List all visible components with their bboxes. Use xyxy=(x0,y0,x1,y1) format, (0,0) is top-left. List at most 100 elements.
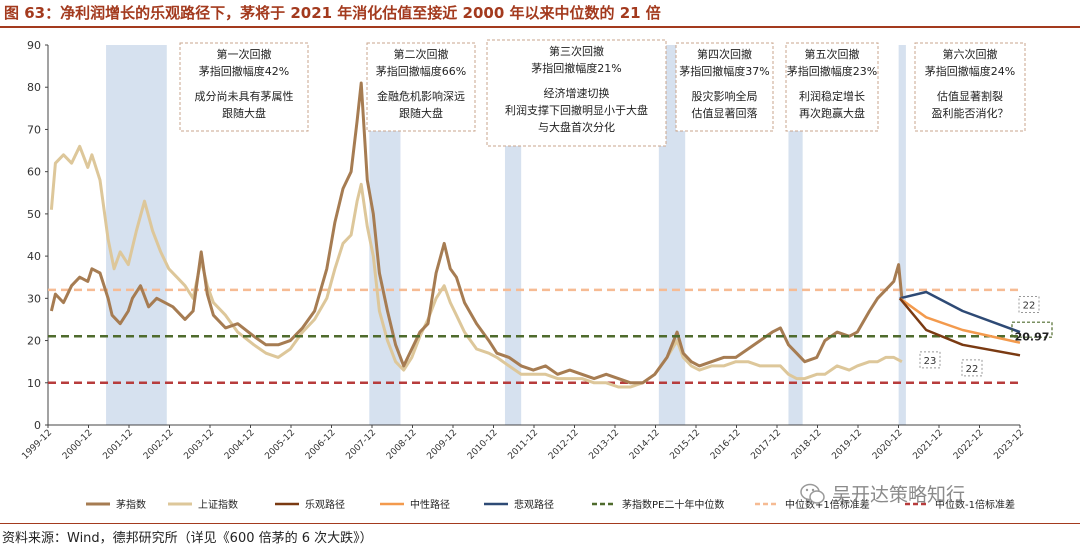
annotation-text: 茅指回撤幅度21% xyxy=(531,61,621,75)
y-tick-label: 60 xyxy=(27,166,41,179)
annotation-text: 经济增速切换 xyxy=(544,86,610,100)
optimistic-path-line xyxy=(898,297,1021,357)
x-tick-label: 2002-12 xyxy=(142,428,176,462)
annotation-text: 成分尚未具有茅属性 xyxy=(195,89,294,103)
y-tick-label: 80 xyxy=(27,81,41,94)
annotation-text: 股灾影响全局 xyxy=(692,89,758,103)
x-tick-label: 2003-12 xyxy=(182,428,216,462)
median-value-box xyxy=(1011,321,1053,338)
pe-chart: 0 10 20 30 40 50 60 70 80 90 1999-12 2000-12 2001-12… xyxy=(20,39,1053,511)
annotation-text: 茅指回撤幅度37% xyxy=(679,64,769,78)
pessimistic-end-label-box xyxy=(1018,296,1040,314)
annotation-text: 第一次回撤 xyxy=(217,47,272,61)
neutral-path-line xyxy=(899,297,1021,344)
legend-label-3: 乐观路径 xyxy=(305,498,345,511)
annotation-text: 估值显著回落 xyxy=(692,106,758,120)
x-tick-label: 2005-12 xyxy=(263,428,297,462)
optimistic-2021-label-box xyxy=(919,351,941,369)
annotation-text: 茅指回撤幅度66% xyxy=(376,64,466,78)
watermark-text: 吴开达策略知行 xyxy=(832,484,966,506)
x-tick-label: 2019-12 xyxy=(830,428,864,462)
x-tick-label: 2009-12 xyxy=(425,428,459,462)
watermark: 吴开达策略知行 xyxy=(800,480,965,507)
y-tick-label: 70 xyxy=(27,123,41,136)
annotation-box-1 xyxy=(179,42,309,132)
neutral-end-label: 22 xyxy=(966,364,979,375)
annotation-text: 估值显著割裂 xyxy=(937,89,1003,103)
y-tick-label: 0 xyxy=(34,419,41,432)
annotation-text: 盈利能否消化？ xyxy=(932,106,1009,120)
x-tick-label: 2021-12 xyxy=(911,428,945,462)
annotation-box-6 xyxy=(914,42,1026,132)
annotation-text: 跟随大盘 xyxy=(399,106,443,120)
annotation-text: 茅指回撤幅度42% xyxy=(199,64,289,78)
legend-label-5: 悲观路径 xyxy=(514,498,554,511)
neutral-end-label-box xyxy=(961,359,983,377)
shanghai-index-line xyxy=(49,144,903,389)
x-tick-label: 2007-12 xyxy=(344,428,378,462)
x-tick-label: 2023-12 xyxy=(992,428,1026,462)
annotation-text: 利润稳定增长 xyxy=(799,89,865,103)
source-note: 资料来源：Wind，德邦研究所（详见《600 倍茅的 6 次大跌》） xyxy=(2,531,373,546)
y-tick-label: 10 xyxy=(27,377,41,390)
legend-label-7: 中位数+1倍标准差 xyxy=(785,498,870,511)
chart-legend: 茅指数 上证指数 乐观路径 中性路径 悲观路径 茅指数PE二十年中位数 中位数+1倍标准差 中… xyxy=(86,498,1015,511)
legend-label-6: 茅指数PE二十年中位数 xyxy=(622,498,724,511)
annotation-box-4 xyxy=(675,42,774,132)
legend-label-8: 中位数-1倍标准差 xyxy=(935,498,1015,511)
x-tick-label: 2004-12 xyxy=(223,428,257,462)
annotation-text: 第五次回撤 xyxy=(805,47,860,61)
mao-index-line xyxy=(49,81,904,385)
x-tick-label: 1999-12 xyxy=(20,428,54,462)
legend-label-2: 上证指数 xyxy=(198,498,238,511)
annotation-text: 第四次回撤 xyxy=(697,47,752,61)
x-tick-label: 2008-12 xyxy=(385,428,419,462)
annotation-box-5 xyxy=(785,42,879,132)
annotation-text: 再次跑赢大盘 xyxy=(799,106,865,120)
x-tick-label: 2020-12 xyxy=(871,428,905,462)
y-tick-label: 50 xyxy=(27,208,41,221)
series-lines xyxy=(48,81,1021,389)
y-tick-label: 30 xyxy=(27,292,41,305)
annotation-text: 第二次回撤 xyxy=(394,47,449,61)
annotation-text: 第六次回撤 xyxy=(943,47,998,61)
legend-label-1: 茅指数 xyxy=(116,498,146,511)
pessimistic-end-label: 22 xyxy=(1023,301,1036,312)
page-title: 图 63：净利润增长的乐观路径下，茅将于 2021 年消化估值至接近 2000 … xyxy=(4,4,661,22)
optimistic-2021-label: 23 xyxy=(924,356,937,367)
x-tick-label: 2006-12 xyxy=(304,428,338,462)
x-tick-label: 2011-12 xyxy=(506,428,540,462)
annotation-text: 金融危机影响深远 xyxy=(377,89,465,103)
annotation-box-2 xyxy=(366,42,476,132)
x-tick-label: 2013-12 xyxy=(587,428,621,462)
x-tick-label: 2022-12 xyxy=(952,428,986,462)
annotation-box-3 xyxy=(486,39,667,147)
x-tick-label: 2001-12 xyxy=(101,428,135,462)
drawdown-band-6 xyxy=(898,45,906,425)
annotation-text: 茅指回撤幅度24% xyxy=(925,64,1015,78)
legend-label-4: 中性路径 xyxy=(410,498,450,511)
y-tick-label: 20 xyxy=(27,335,41,348)
x-tick-label: 2016-12 xyxy=(709,428,743,462)
x-tick-label: 2015-12 xyxy=(668,428,702,462)
annotation-text: 跟随大盘 xyxy=(222,106,266,120)
median-value-label: 20.97 xyxy=(1015,330,1050,343)
y-tick-label: 40 xyxy=(27,250,41,263)
annotation-text: 第三次回撤 xyxy=(549,44,604,58)
x-tick-label: 2018-12 xyxy=(790,428,824,462)
x-tick-label: 2017-12 xyxy=(749,428,783,462)
x-tick-label: 2014-12 xyxy=(628,428,662,462)
drawdown-band-5 xyxy=(788,45,803,425)
pessimistic-path-line xyxy=(899,290,1021,334)
annotation-text: 茅指回撤幅度23% xyxy=(787,64,877,78)
x-tick-label: 2000-12 xyxy=(61,428,95,462)
annotation-text: 与大盘首次分化 xyxy=(538,120,615,134)
annotation-text: 利润支撑下回撤明显小于大盘 xyxy=(505,103,648,117)
x-tick-label: 2012-12 xyxy=(547,428,581,462)
source-divider xyxy=(0,523,1080,524)
wechat-icon xyxy=(800,483,825,504)
annotation-boxes: 20.97222322第一次回撤茅指回撤幅度42%成分尚未具有茅属性跟随大盘第二… xyxy=(179,39,1053,377)
title-underline xyxy=(0,26,1080,28)
x-tick-label: 2010-12 xyxy=(466,428,500,462)
y-tick-label: 90 xyxy=(27,39,41,52)
